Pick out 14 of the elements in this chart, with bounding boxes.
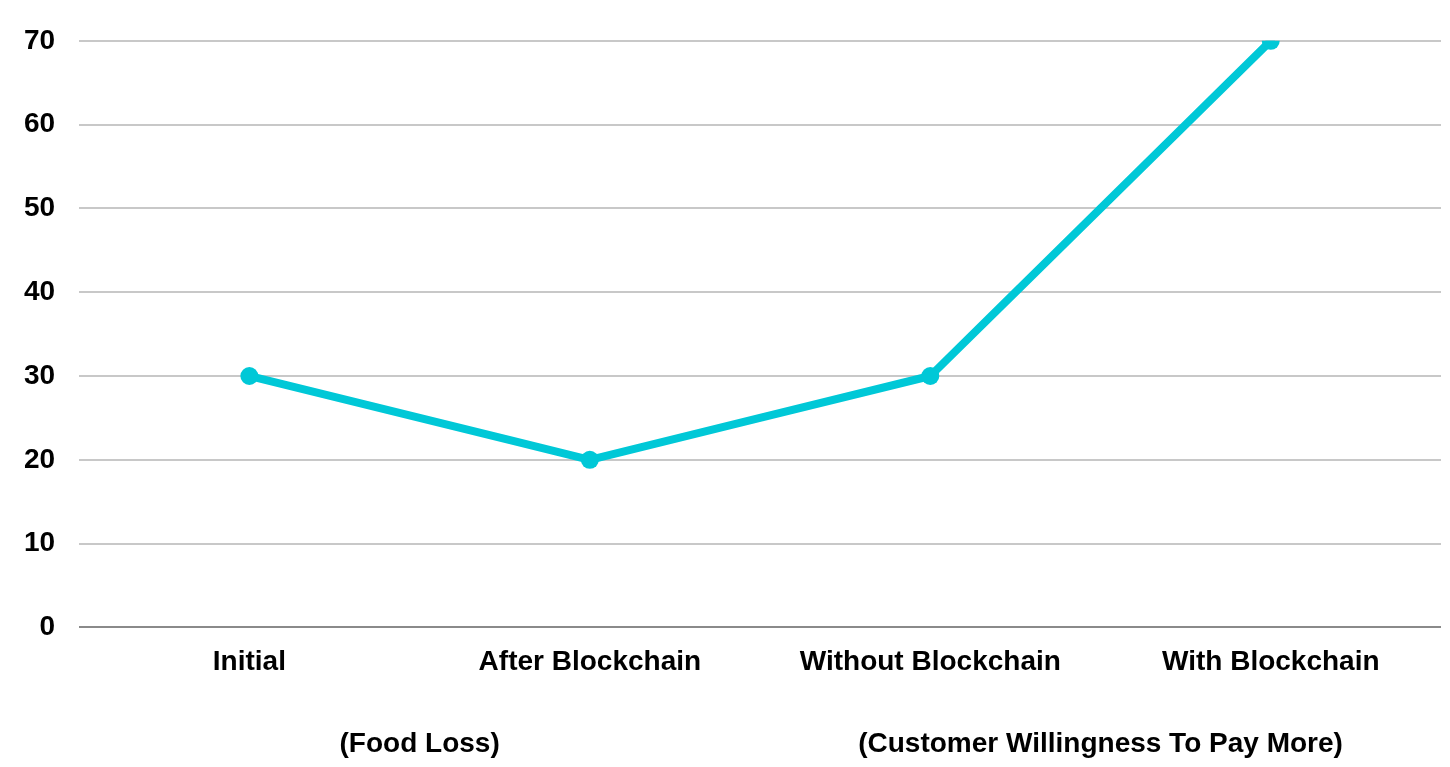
x-tick-label: After Blockchain xyxy=(478,644,702,676)
x-tick-label: Initial xyxy=(212,644,286,676)
y-tick-label: 0 xyxy=(39,610,56,642)
x-tick-label: Without Blockchain xyxy=(799,644,1061,676)
x-tick-label: With Blockchain xyxy=(1161,644,1380,676)
text: (Food Loss) xyxy=(339,726,500,758)
y-tick-label: 50 xyxy=(23,191,56,223)
y-tick-label: 40 xyxy=(23,274,56,306)
y-tick-label: 20 xyxy=(23,442,56,474)
text: (Customer Willingness To Pay More) xyxy=(858,726,1343,758)
y-tick-label: 10 xyxy=(23,526,56,558)
y-tick-label: 70 xyxy=(23,23,56,55)
y-tick-label: 60 xyxy=(23,107,56,139)
y-tick-label: 30 xyxy=(23,358,56,390)
